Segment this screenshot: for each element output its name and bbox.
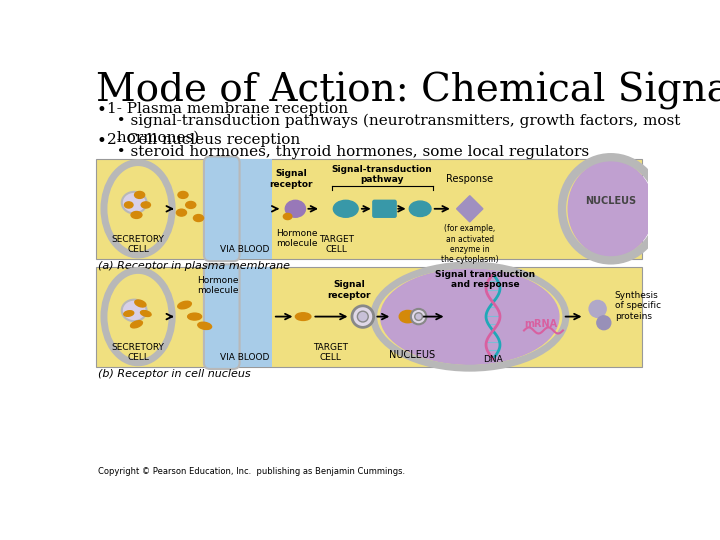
Ellipse shape [178, 301, 192, 309]
Text: Hormone
molecule: Hormone molecule [197, 275, 238, 295]
Text: Mode of Action: Chemical Signaling: Mode of Action: Chemical Signaling [96, 72, 720, 111]
Ellipse shape [194, 214, 204, 221]
Ellipse shape [122, 192, 147, 213]
Ellipse shape [130, 321, 143, 328]
Ellipse shape [176, 209, 186, 216]
Ellipse shape [295, 313, 311, 320]
FancyBboxPatch shape [204, 264, 240, 369]
Bar [222, 159, 272, 259]
Text: NUCLEUS: NUCLEUS [585, 196, 636, 206]
Text: Copyright © Pearson Education, Inc.  publishing as Benjamin Cummings.: Copyright © Pearson Education, Inc. publ… [98, 467, 405, 476]
Text: (for example,
an activated
enzyme in
the cytoplasm): (for example, an activated enzyme in the… [441, 224, 498, 265]
Text: TARGET
CELL: TARGET CELL [319, 235, 354, 254]
Circle shape [415, 313, 423, 320]
Text: Signal-transduction
pathway: Signal-transduction pathway [332, 165, 433, 184]
Ellipse shape [186, 201, 196, 208]
Text: Hormone
molecule: Hormone molecule [276, 229, 318, 248]
Text: NUCLEUS: NUCLEUS [390, 350, 436, 361]
Circle shape [589, 300, 606, 318]
Ellipse shape [178, 192, 188, 198]
Text: VIA BLOOD: VIA BLOOD [220, 353, 270, 362]
FancyBboxPatch shape [204, 157, 240, 261]
Text: SECRETORY
CELL: SECRETORY CELL [112, 342, 164, 362]
Text: VIA BLOOD: VIA BLOOD [220, 245, 270, 254]
Ellipse shape [568, 161, 654, 256]
Text: 2- Cell nucleus reception: 2- Cell nucleus reception [107, 132, 300, 146]
Text: Synthesis
of specific
proteins: Synthesis of specific proteins [615, 291, 661, 321]
Text: • signal-transduction pathways (neurotransmitters, growth factors, most
  hormon: • signal-transduction pathways (neurotra… [107, 114, 680, 145]
Text: Signal transduction
and response: Signal transduction and response [435, 269, 535, 289]
Bar [96, 267, 642, 367]
Ellipse shape [399, 310, 416, 323]
Ellipse shape [131, 212, 142, 218]
Text: (b) Receptor in cell nucleus: (b) Receptor in cell nucleus [98, 369, 251, 379]
Ellipse shape [140, 310, 151, 316]
Ellipse shape [333, 200, 358, 217]
Circle shape [357, 311, 368, 322]
Ellipse shape [409, 201, 431, 217]
Text: Signal
receptor: Signal receptor [270, 170, 313, 189]
Text: • steroid hormones, thyroid hormones, some local regulators: • steroid hormones, thyroid hormones, so… [107, 145, 589, 159]
Text: Response: Response [446, 174, 493, 184]
Text: •: • [96, 132, 106, 150]
Ellipse shape [284, 213, 292, 220]
Text: •: • [96, 102, 106, 119]
Bar [222, 267, 272, 367]
Text: (a) Receptor in plasma membrane: (a) Receptor in plasma membrane [98, 261, 289, 271]
Text: 1- Plasma membrane reception: 1- Plasma membrane reception [107, 102, 348, 116]
Text: DNA: DNA [483, 355, 503, 363]
Ellipse shape [198, 322, 212, 329]
Circle shape [352, 306, 374, 327]
Circle shape [411, 309, 426, 325]
Ellipse shape [122, 300, 147, 321]
FancyBboxPatch shape [373, 200, 396, 217]
Text: TARGET
CELL: TARGET CELL [312, 342, 348, 362]
Text: mRNA: mRNA [524, 319, 557, 329]
Ellipse shape [104, 163, 172, 255]
Ellipse shape [188, 313, 202, 320]
Ellipse shape [104, 271, 172, 363]
Ellipse shape [135, 192, 145, 198]
Ellipse shape [141, 202, 150, 208]
Bar [96, 159, 642, 259]
Ellipse shape [285, 200, 305, 217]
Circle shape [597, 316, 611, 330]
Text: SECRETORY
CELL: SECRETORY CELL [112, 235, 164, 254]
Polygon shape [456, 195, 483, 222]
Ellipse shape [381, 269, 559, 365]
Ellipse shape [124, 310, 134, 316]
Ellipse shape [125, 202, 133, 208]
Ellipse shape [135, 300, 146, 307]
Text: Signal
receptor: Signal receptor [327, 280, 371, 300]
